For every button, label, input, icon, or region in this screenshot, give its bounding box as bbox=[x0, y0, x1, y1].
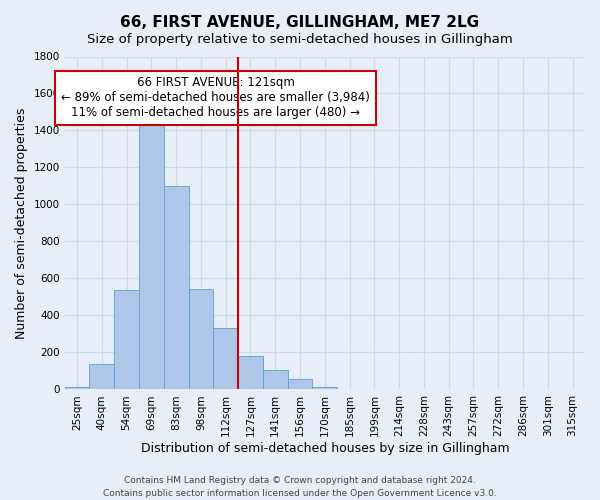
Bar bbox=[65, 386, 89, 390]
Bar bbox=[188, 288, 214, 390]
Bar bbox=[89, 364, 114, 390]
Bar bbox=[287, 380, 313, 390]
Text: Contains HM Land Registry data © Crown copyright and database right 2024.
Contai: Contains HM Land Registry data © Crown c… bbox=[103, 476, 497, 498]
X-axis label: Distribution of semi-detached houses by size in Gillingham: Distribution of semi-detached houses by … bbox=[140, 442, 509, 455]
Bar bbox=[263, 370, 287, 390]
Bar bbox=[114, 290, 139, 390]
Y-axis label: Number of semi-detached properties: Number of semi-detached properties bbox=[15, 108, 28, 338]
Bar bbox=[313, 386, 337, 390]
Bar bbox=[214, 328, 238, 390]
Text: Size of property relative to semi-detached houses in Gillingham: Size of property relative to semi-detach… bbox=[87, 32, 513, 46]
Text: 66, FIRST AVENUE, GILLINGHAM, ME7 2LG: 66, FIRST AVENUE, GILLINGHAM, ME7 2LG bbox=[121, 15, 479, 30]
Bar bbox=[139, 121, 164, 390]
Bar bbox=[238, 356, 263, 390]
Text: 66 FIRST AVENUE: 121sqm
← 89% of semi-detached houses are smaller (3,984)
11% of: 66 FIRST AVENUE: 121sqm ← 89% of semi-de… bbox=[61, 76, 370, 120]
Bar bbox=[164, 186, 188, 390]
